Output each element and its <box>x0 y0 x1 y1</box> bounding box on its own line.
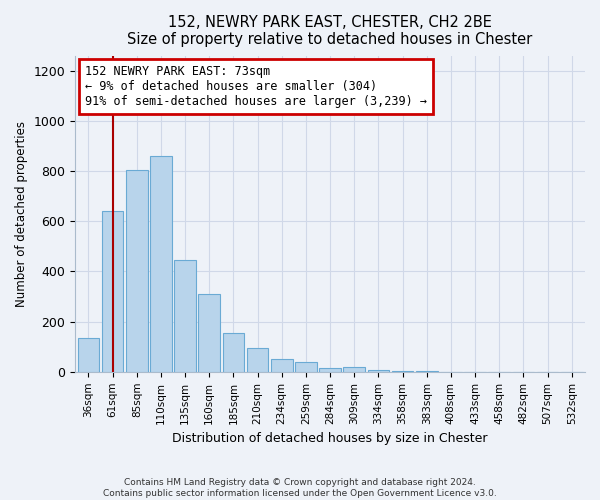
Bar <box>416 371 437 372</box>
Bar <box>295 362 317 372</box>
Bar <box>319 368 341 372</box>
Bar <box>199 294 220 372</box>
Bar <box>126 170 148 372</box>
Bar <box>271 360 293 372</box>
Bar <box>368 370 389 372</box>
Bar <box>77 338 100 372</box>
Bar <box>392 371 413 372</box>
X-axis label: Distribution of detached houses by size in Chester: Distribution of detached houses by size … <box>172 432 488 445</box>
Bar <box>247 348 268 372</box>
Bar <box>102 211 124 372</box>
Text: Contains HM Land Registry data © Crown copyright and database right 2024.
Contai: Contains HM Land Registry data © Crown c… <box>103 478 497 498</box>
Bar <box>174 260 196 372</box>
Bar <box>150 156 172 372</box>
Bar <box>343 367 365 372</box>
Bar <box>223 333 244 372</box>
Y-axis label: Number of detached properties: Number of detached properties <box>15 120 28 306</box>
Text: 152 NEWRY PARK EAST: 73sqm
← 9% of detached houses are smaller (304)
91% of semi: 152 NEWRY PARK EAST: 73sqm ← 9% of detac… <box>85 65 427 108</box>
Title: 152, NEWRY PARK EAST, CHESTER, CH2 2BE
Size of property relative to detached hou: 152, NEWRY PARK EAST, CHESTER, CH2 2BE S… <box>127 15 533 48</box>
